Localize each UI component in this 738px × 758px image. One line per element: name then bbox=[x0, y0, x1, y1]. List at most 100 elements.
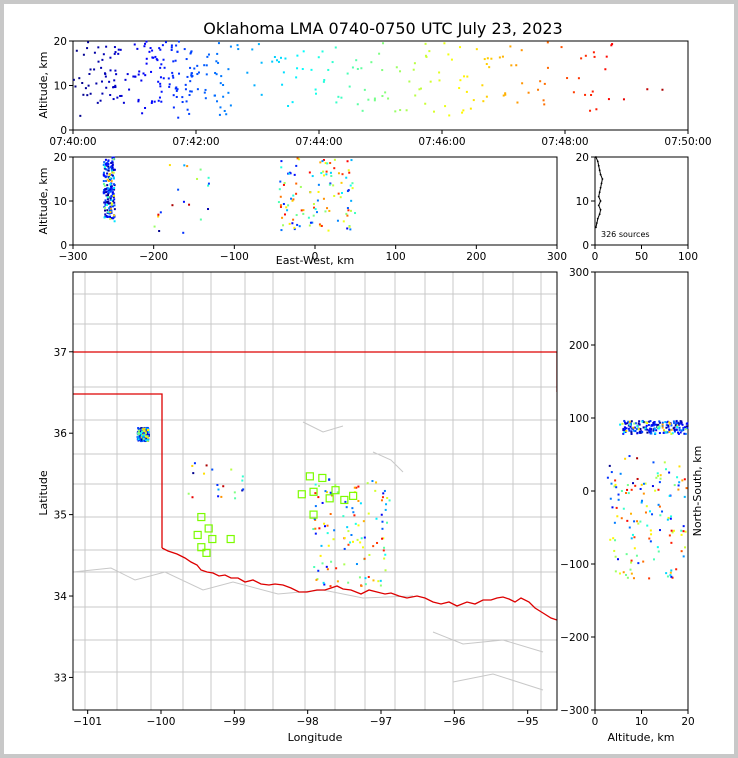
time-altitude-point bbox=[611, 43, 614, 46]
time-altitude-point bbox=[144, 106, 147, 109]
altitude-ns-point bbox=[657, 503, 660, 506]
time-altitude-point bbox=[196, 88, 199, 91]
map-source-point bbox=[142, 439, 145, 442]
time-altitude-point bbox=[181, 101, 184, 104]
time-altitude-point bbox=[167, 77, 170, 80]
ew-altitude-point bbox=[111, 171, 114, 174]
ew-altitude-point bbox=[279, 204, 282, 207]
time-altitude-point bbox=[227, 68, 230, 71]
map-source-point bbox=[241, 475, 244, 478]
time-altitude-point bbox=[414, 94, 417, 97]
ew-altitude-point bbox=[111, 188, 114, 191]
altitude-ns-point bbox=[679, 421, 682, 424]
ew-altitude-point bbox=[106, 184, 109, 187]
time-altitude-point bbox=[593, 55, 596, 58]
altitude-ns-point bbox=[628, 455, 631, 458]
ew-altitude-point bbox=[315, 211, 318, 214]
map-source-point bbox=[137, 429, 140, 432]
altitude-ns-point bbox=[628, 423, 631, 426]
altitude-ns-point bbox=[634, 430, 637, 433]
ew-altitude-point bbox=[287, 172, 290, 175]
map-source-point bbox=[323, 525, 326, 528]
ew-altitude-point bbox=[102, 182, 105, 185]
ew-altitude-point bbox=[103, 216, 106, 219]
time-altitude-point bbox=[418, 88, 421, 91]
time-altitude-point bbox=[105, 45, 108, 48]
ew-altitude-point bbox=[340, 191, 343, 194]
time-altitude-point bbox=[176, 50, 179, 53]
ew-altitude-point bbox=[283, 181, 286, 184]
ew-altitude-point bbox=[317, 190, 320, 193]
time-altitude-point bbox=[102, 53, 105, 56]
altitude-ns-xlabel: Altitude, km bbox=[607, 731, 674, 744]
altitude-ns-point bbox=[684, 546, 687, 549]
map-source-point bbox=[342, 515, 345, 518]
map-source-point bbox=[314, 483, 317, 486]
ew-altitude-point bbox=[183, 164, 186, 167]
ew-altitude-point bbox=[112, 200, 115, 203]
altitude-ns-point bbox=[640, 483, 643, 486]
ew-altitude-point bbox=[110, 211, 113, 214]
time-altitude-point bbox=[112, 86, 115, 89]
ew-altitude-point bbox=[112, 177, 115, 180]
time-altitude-point bbox=[151, 49, 154, 52]
ew-altitude-point bbox=[105, 187, 108, 190]
ew-altitude-point bbox=[109, 190, 112, 193]
map-source-point bbox=[191, 496, 194, 499]
station-marker bbox=[208, 534, 217, 544]
time-altitude-point bbox=[257, 43, 260, 46]
map-source-point bbox=[379, 584, 382, 587]
ew-altitude-point bbox=[112, 171, 115, 174]
y-tick-label: 37 bbox=[54, 347, 67, 359]
altitude-ns-point bbox=[673, 428, 676, 431]
ew-altitude-ylabel: Altitude, km bbox=[37, 167, 50, 234]
x-tick-label: −200 bbox=[139, 251, 168, 263]
time-altitude-point bbox=[109, 69, 112, 72]
time-altitude-point bbox=[223, 109, 226, 112]
altitude-ns-point bbox=[637, 562, 640, 565]
time-altitude-point bbox=[301, 68, 304, 71]
ew-altitude-point bbox=[109, 182, 112, 185]
time-altitude-point bbox=[438, 71, 441, 74]
y-tick-label: 20 bbox=[54, 152, 67, 164]
altitude-ns-point bbox=[661, 423, 664, 426]
ew-altitude-point bbox=[103, 161, 106, 164]
ew-altitude-point bbox=[109, 202, 112, 205]
altitude-ns-point bbox=[666, 518, 669, 521]
map-source-point bbox=[136, 432, 139, 435]
texas-panhandle-border bbox=[73, 393, 163, 548]
altitude-ns-point bbox=[616, 515, 619, 518]
map-source-point bbox=[361, 546, 364, 549]
time-altitude-point bbox=[82, 53, 85, 56]
time-altitude-point bbox=[186, 108, 189, 111]
map-source-point bbox=[381, 537, 384, 540]
altitude-ns-point bbox=[626, 488, 629, 491]
time-altitude-point bbox=[188, 112, 191, 115]
altitude-ns-point bbox=[654, 432, 657, 435]
ew-altitude-point bbox=[295, 214, 298, 217]
altitude-ns-point bbox=[626, 484, 629, 487]
map-source-point bbox=[343, 563, 346, 566]
altitude-ns-point bbox=[623, 428, 626, 431]
altitude-ns-point bbox=[624, 422, 627, 425]
altitude-ns-point bbox=[683, 495, 686, 498]
map-source-point bbox=[193, 462, 196, 465]
time-altitude-point bbox=[501, 55, 504, 58]
altitude-ns-point bbox=[614, 539, 617, 542]
altitude-ns-point bbox=[655, 476, 658, 479]
ew-altitude-point bbox=[109, 197, 112, 200]
ew-altitude-point bbox=[346, 214, 349, 217]
time-altitude-point bbox=[171, 74, 174, 77]
map-source-point bbox=[354, 522, 357, 525]
time-altitude-point bbox=[217, 61, 220, 64]
altitude-ns-point bbox=[614, 483, 617, 486]
ew-altitude-point bbox=[110, 177, 113, 180]
station-marker bbox=[197, 543, 206, 552]
altitude-ns-point bbox=[613, 549, 616, 552]
altitude-ns-point bbox=[620, 517, 623, 520]
map-source-point bbox=[347, 543, 350, 546]
time-altitude-point bbox=[112, 98, 115, 101]
ew-altitude-point bbox=[108, 173, 111, 176]
ew-altitude-point bbox=[107, 167, 110, 170]
ew-altitude-point bbox=[293, 226, 296, 229]
